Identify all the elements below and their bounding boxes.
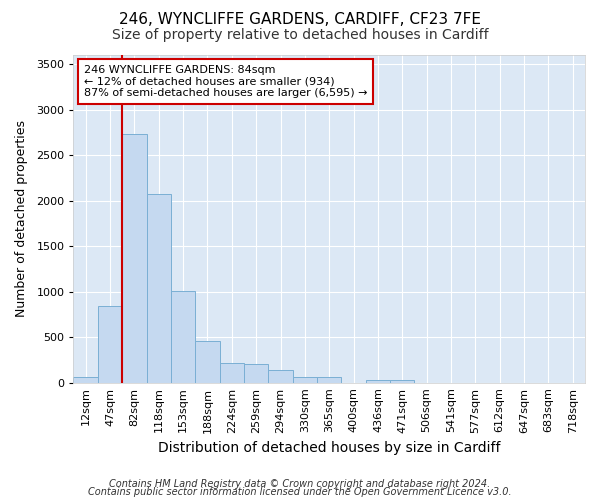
Text: Size of property relative to detached houses in Cardiff: Size of property relative to detached ho… xyxy=(112,28,488,42)
Bar xyxy=(171,291,195,382)
Bar xyxy=(122,134,146,382)
Text: Contains HM Land Registry data © Crown copyright and database right 2024.: Contains HM Land Registry data © Crown c… xyxy=(109,479,491,489)
Text: 246, WYNCLIFFE GARDENS, CARDIFF, CF23 7FE: 246, WYNCLIFFE GARDENS, CARDIFF, CF23 7F… xyxy=(119,12,481,28)
Bar xyxy=(220,363,244,382)
Text: Contains public sector information licensed under the Open Government Licence v3: Contains public sector information licen… xyxy=(88,487,512,497)
Bar xyxy=(268,370,293,382)
Bar xyxy=(195,342,220,382)
Bar xyxy=(73,377,98,382)
Bar xyxy=(293,377,317,382)
X-axis label: Distribution of detached houses by size in Cardiff: Distribution of detached houses by size … xyxy=(158,441,500,455)
Text: 246 WYNCLIFFE GARDENS: 84sqm
← 12% of detached houses are smaller (934)
87% of s: 246 WYNCLIFFE GARDENS: 84sqm ← 12% of de… xyxy=(84,65,367,98)
Bar xyxy=(146,194,171,382)
Bar xyxy=(317,377,341,382)
Y-axis label: Number of detached properties: Number of detached properties xyxy=(15,120,28,318)
Bar xyxy=(390,380,415,382)
Bar xyxy=(244,364,268,382)
Bar xyxy=(366,380,390,382)
Bar xyxy=(98,306,122,382)
